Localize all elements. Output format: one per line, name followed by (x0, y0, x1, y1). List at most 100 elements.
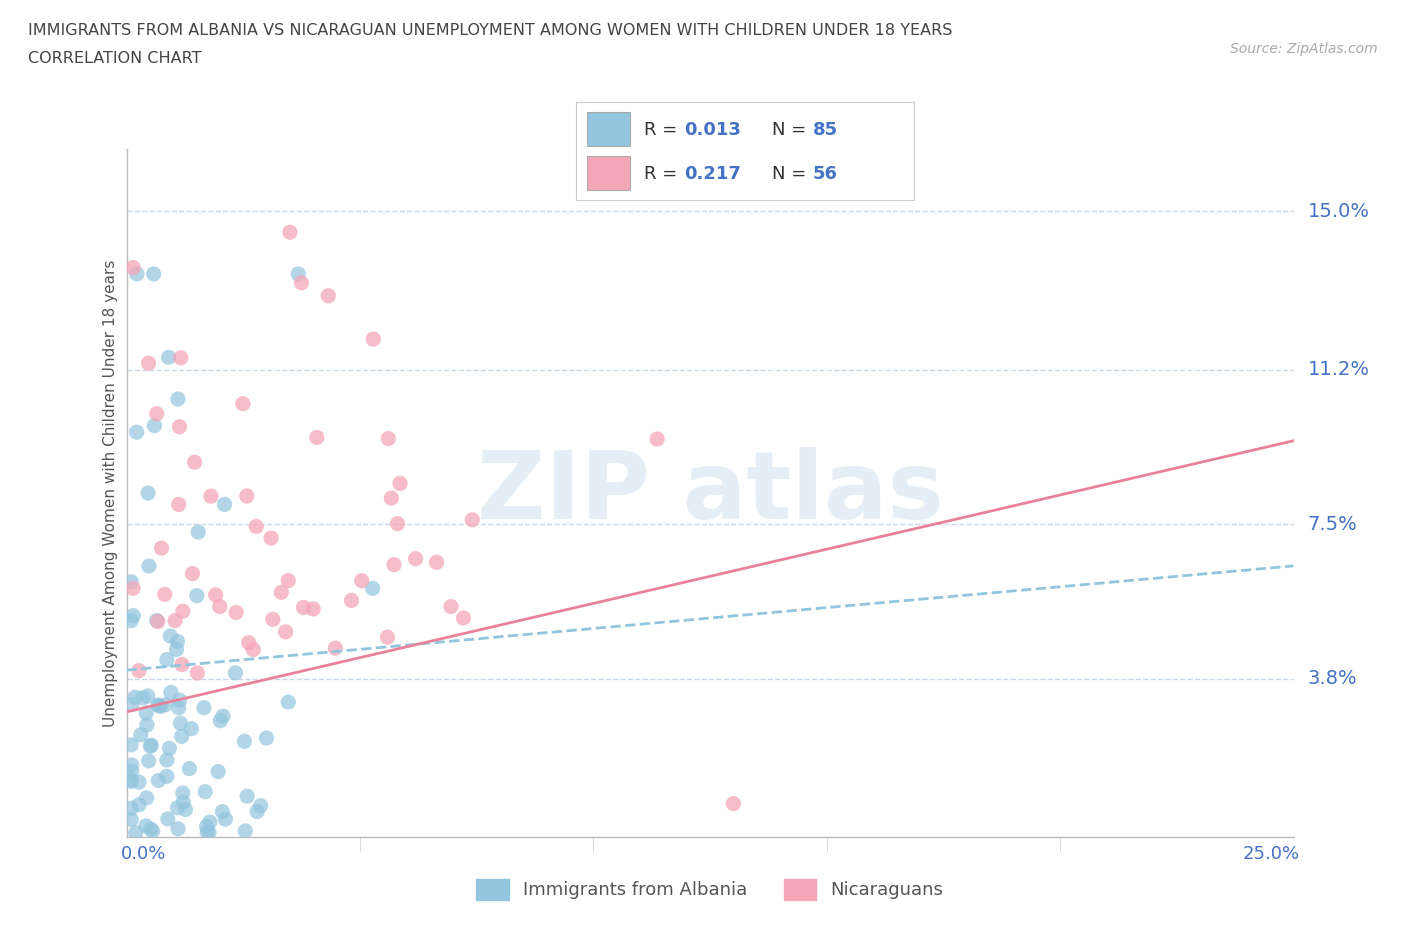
Text: CORRELATION CHART: CORRELATION CHART (28, 51, 201, 66)
Point (212, 709, 235, 724)
Point (277, 695, 299, 710)
Point (305, 430, 328, 445)
Point (148, 773, 170, 788)
Point (135, 706, 157, 721)
Point (419, 100, 441, 114)
Point (380, 491, 402, 506)
Point (122, 260, 145, 275)
Text: R =: R = (644, 121, 683, 139)
Point (292, 600, 315, 615)
Point (204, 588, 226, 603)
Y-axis label: Unemployment Among Women with Children Under 18 years: Unemployment Among Women with Children U… (103, 259, 118, 726)
Text: 0.013: 0.013 (685, 121, 741, 139)
Point (211, 804, 233, 819)
Point (128, 797, 150, 812)
Point (170, 657, 193, 671)
Text: IMMIGRANTS FROM ALBANIA VS NICARAGUAN UNEMPLOYMENT AMONG WOMEN WITH CHILDREN UND: IMMIGRANTS FROM ALBANIA VS NICARAGUAN UN… (28, 23, 952, 38)
Point (167, 497, 190, 512)
Point (166, 801, 188, 816)
Point (200, 489, 222, 504)
Point (236, 488, 259, 503)
Point (453, 610, 475, 625)
Point (207, 764, 229, 779)
Point (142, 824, 165, 839)
Point (166, 642, 188, 657)
Point (181, 566, 204, 581)
Point (122, 608, 145, 623)
Point (120, 801, 142, 816)
Text: N =: N = (772, 121, 813, 139)
Point (214, 497, 236, 512)
Point (148, 698, 170, 713)
Point (198, 826, 221, 841)
Text: 15.0%: 15.0% (1308, 202, 1369, 220)
Point (187, 525, 209, 539)
Point (125, 425, 148, 440)
Point (139, 738, 162, 753)
Point (157, 741, 180, 756)
Point (363, 332, 385, 347)
Point (242, 642, 264, 657)
Point (290, 275, 312, 290)
Point (120, 812, 142, 827)
Point (150, 540, 173, 555)
Point (128, 775, 150, 790)
Point (558, 58, 581, 73)
Point (287, 267, 309, 282)
Point (169, 419, 191, 434)
Point (323, 641, 346, 656)
Point (249, 798, 271, 813)
Point (302, 602, 325, 617)
Point (128, 663, 150, 678)
Point (146, 614, 169, 629)
Text: 7.5%: 7.5% (1308, 514, 1357, 534)
Point (170, 351, 193, 365)
Point (120, 737, 142, 752)
Point (318, 288, 340, 303)
Point (180, 722, 202, 737)
Point (183, 455, 205, 470)
Point (236, 789, 259, 804)
Point (723, 796, 745, 811)
Point (143, 418, 166, 433)
Point (233, 823, 256, 838)
Point (141, 737, 163, 752)
Point (135, 790, 157, 805)
Point (167, 700, 190, 715)
Point (121, 758, 143, 773)
Point (425, 555, 447, 570)
Point (260, 531, 283, 546)
Point (224, 665, 246, 680)
Point (157, 350, 180, 365)
Point (214, 812, 236, 827)
Point (169, 716, 191, 731)
Point (382, 557, 405, 572)
Text: R =: R = (644, 165, 683, 182)
Point (159, 629, 181, 644)
Point (172, 786, 194, 801)
Point (340, 593, 363, 608)
Text: 56: 56 (813, 165, 838, 182)
Point (170, 729, 193, 744)
Point (125, 267, 148, 282)
Text: Source: ZipAtlas.com: Source: ZipAtlas.com (1230, 42, 1378, 56)
Text: 85: 85 (813, 121, 838, 139)
Point (156, 752, 179, 767)
Point (166, 634, 188, 649)
Point (186, 588, 208, 603)
Point (136, 688, 159, 703)
Text: ZIP atlas: ZIP atlas (477, 447, 943, 538)
Point (193, 700, 215, 715)
Point (132, 690, 155, 705)
Point (138, 753, 160, 768)
Point (350, 573, 373, 588)
Point (461, 512, 484, 527)
Point (172, 604, 194, 618)
Text: 3.8%: 3.8% (1308, 669, 1357, 688)
Point (389, 476, 412, 491)
Text: 0.217: 0.217 (685, 165, 741, 182)
Point (120, 772, 142, 787)
Point (169, 693, 191, 708)
Text: N =: N = (772, 165, 813, 182)
Point (163, 613, 186, 628)
